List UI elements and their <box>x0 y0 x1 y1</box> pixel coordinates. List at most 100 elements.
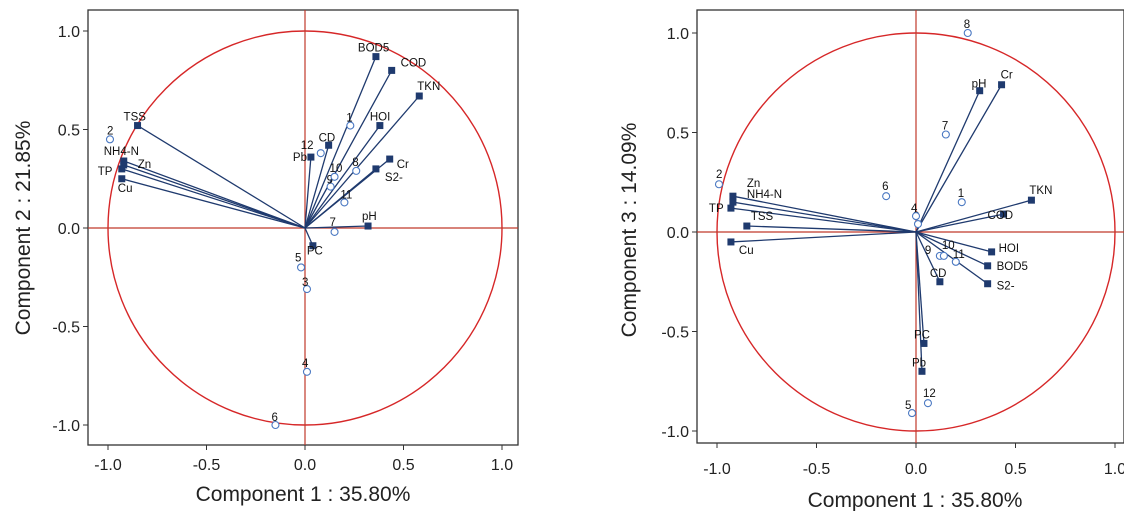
variable-marker <box>729 192 737 200</box>
x-tick-label: 0.5 <box>392 457 414 474</box>
variable-label: COD <box>988 210 1014 222</box>
case-label: 10 <box>330 163 343 175</box>
variable-label: PC <box>307 246 323 258</box>
variable-label: Zn <box>747 178 760 190</box>
case-point <box>941 130 950 139</box>
variable-label: Zn <box>138 159 151 171</box>
variable-vector <box>121 168 306 229</box>
variable-label: S2- <box>997 281 1015 293</box>
y-axis-title: Component 2 : 21.85% <box>12 121 35 336</box>
case-point <box>911 212 921 221</box>
variable-label: HOI <box>370 112 390 124</box>
case-label: 1 <box>346 113 352 125</box>
variable-marker <box>372 165 380 173</box>
variable-vector <box>304 95 420 229</box>
variable-vector <box>304 125 381 229</box>
variable-label: TKN <box>417 81 440 93</box>
x-tick-label: -0.5 <box>193 457 221 474</box>
case-label: 2 <box>716 169 722 181</box>
case-label: 6 <box>271 412 277 424</box>
case-label: 11 <box>953 249 965 261</box>
variable-marker <box>120 157 128 165</box>
variable-vector <box>915 231 989 285</box>
case-point <box>297 263 306 272</box>
case-point <box>326 182 335 191</box>
case-point <box>939 251 948 260</box>
case-point <box>923 399 932 408</box>
x-axis-title: Component 1 : 35.80% <box>808 489 1023 511</box>
case-point <box>330 172 339 181</box>
variable-marker <box>1027 196 1035 204</box>
y-axis-title: Component 3 : 14.09% <box>618 123 641 338</box>
variable-label: Pb <box>293 152 307 164</box>
variable-marker <box>118 165 126 173</box>
variable-label: pH <box>362 211 377 223</box>
variable-vector <box>915 231 988 267</box>
x-tick-label: 0.5 <box>1004 461 1026 478</box>
case-label: 6 <box>882 181 888 193</box>
case-label: 4 <box>302 358 309 370</box>
variable-label: Cr <box>1001 70 1013 82</box>
case-label: 4 <box>911 203 918 215</box>
variable-marker <box>415 92 423 100</box>
y-tick-label: -0.5 <box>52 320 80 337</box>
x-tick-label: 0.0 <box>905 461 927 478</box>
variable-vector <box>732 201 917 233</box>
variable-vector <box>915 213 1004 233</box>
variable-vector <box>915 231 923 372</box>
variable-vector <box>304 145 330 229</box>
variable-marker <box>936 278 944 286</box>
variable-marker <box>388 66 396 74</box>
variable-label: TP <box>709 203 724 215</box>
case-point <box>316 149 325 158</box>
variable-marker <box>984 280 992 288</box>
case-point <box>957 198 966 207</box>
variable-label: Cu <box>118 183 133 195</box>
variable-label: pH <box>972 79 987 91</box>
variable-marker <box>976 87 984 95</box>
x-tick-label: -1.0 <box>703 461 731 478</box>
case-label: 9 <box>925 245 931 257</box>
variable-label: CD <box>930 268 947 280</box>
variable-vector <box>304 157 312 229</box>
variable-vector <box>915 84 1003 233</box>
case-point <box>302 367 312 376</box>
variable-marker <box>743 222 751 230</box>
variable-marker <box>727 204 735 212</box>
variable-label: HOI <box>999 243 1019 255</box>
variable-label: TSS <box>751 211 774 223</box>
case-point <box>907 409 917 418</box>
variable-label: COD <box>401 57 427 69</box>
variable-vector <box>304 225 369 229</box>
variable-vector <box>915 231 941 283</box>
variable-marker <box>120 161 128 169</box>
variable-marker <box>386 155 394 163</box>
x-tick-label: -0.5 <box>803 461 831 478</box>
case-point <box>352 166 361 175</box>
variable-marker <box>727 238 735 246</box>
variable-vector <box>746 225 917 233</box>
variable-label: NH4-N <box>104 146 139 158</box>
variable-marker <box>920 339 928 347</box>
variable-marker <box>364 222 372 230</box>
case-point <box>271 420 280 430</box>
variable-label: TKN <box>1029 185 1052 197</box>
variable-label: Cr <box>397 159 409 171</box>
variable-marker <box>118 175 126 183</box>
variable-marker <box>998 81 1006 89</box>
variable-vector <box>915 90 981 233</box>
x-tick-label: 0.0 <box>294 457 316 474</box>
variable-marker <box>134 122 142 130</box>
variable-vector <box>304 56 377 229</box>
variable-label: S2- <box>385 172 403 184</box>
case-point <box>340 198 349 207</box>
plot-frame <box>696 9 1124 444</box>
variable-vector <box>730 231 917 243</box>
variable-vector <box>730 207 917 233</box>
case-label: 9 <box>327 175 333 187</box>
variable-label: TP <box>98 166 113 178</box>
variable-vector <box>732 195 917 233</box>
